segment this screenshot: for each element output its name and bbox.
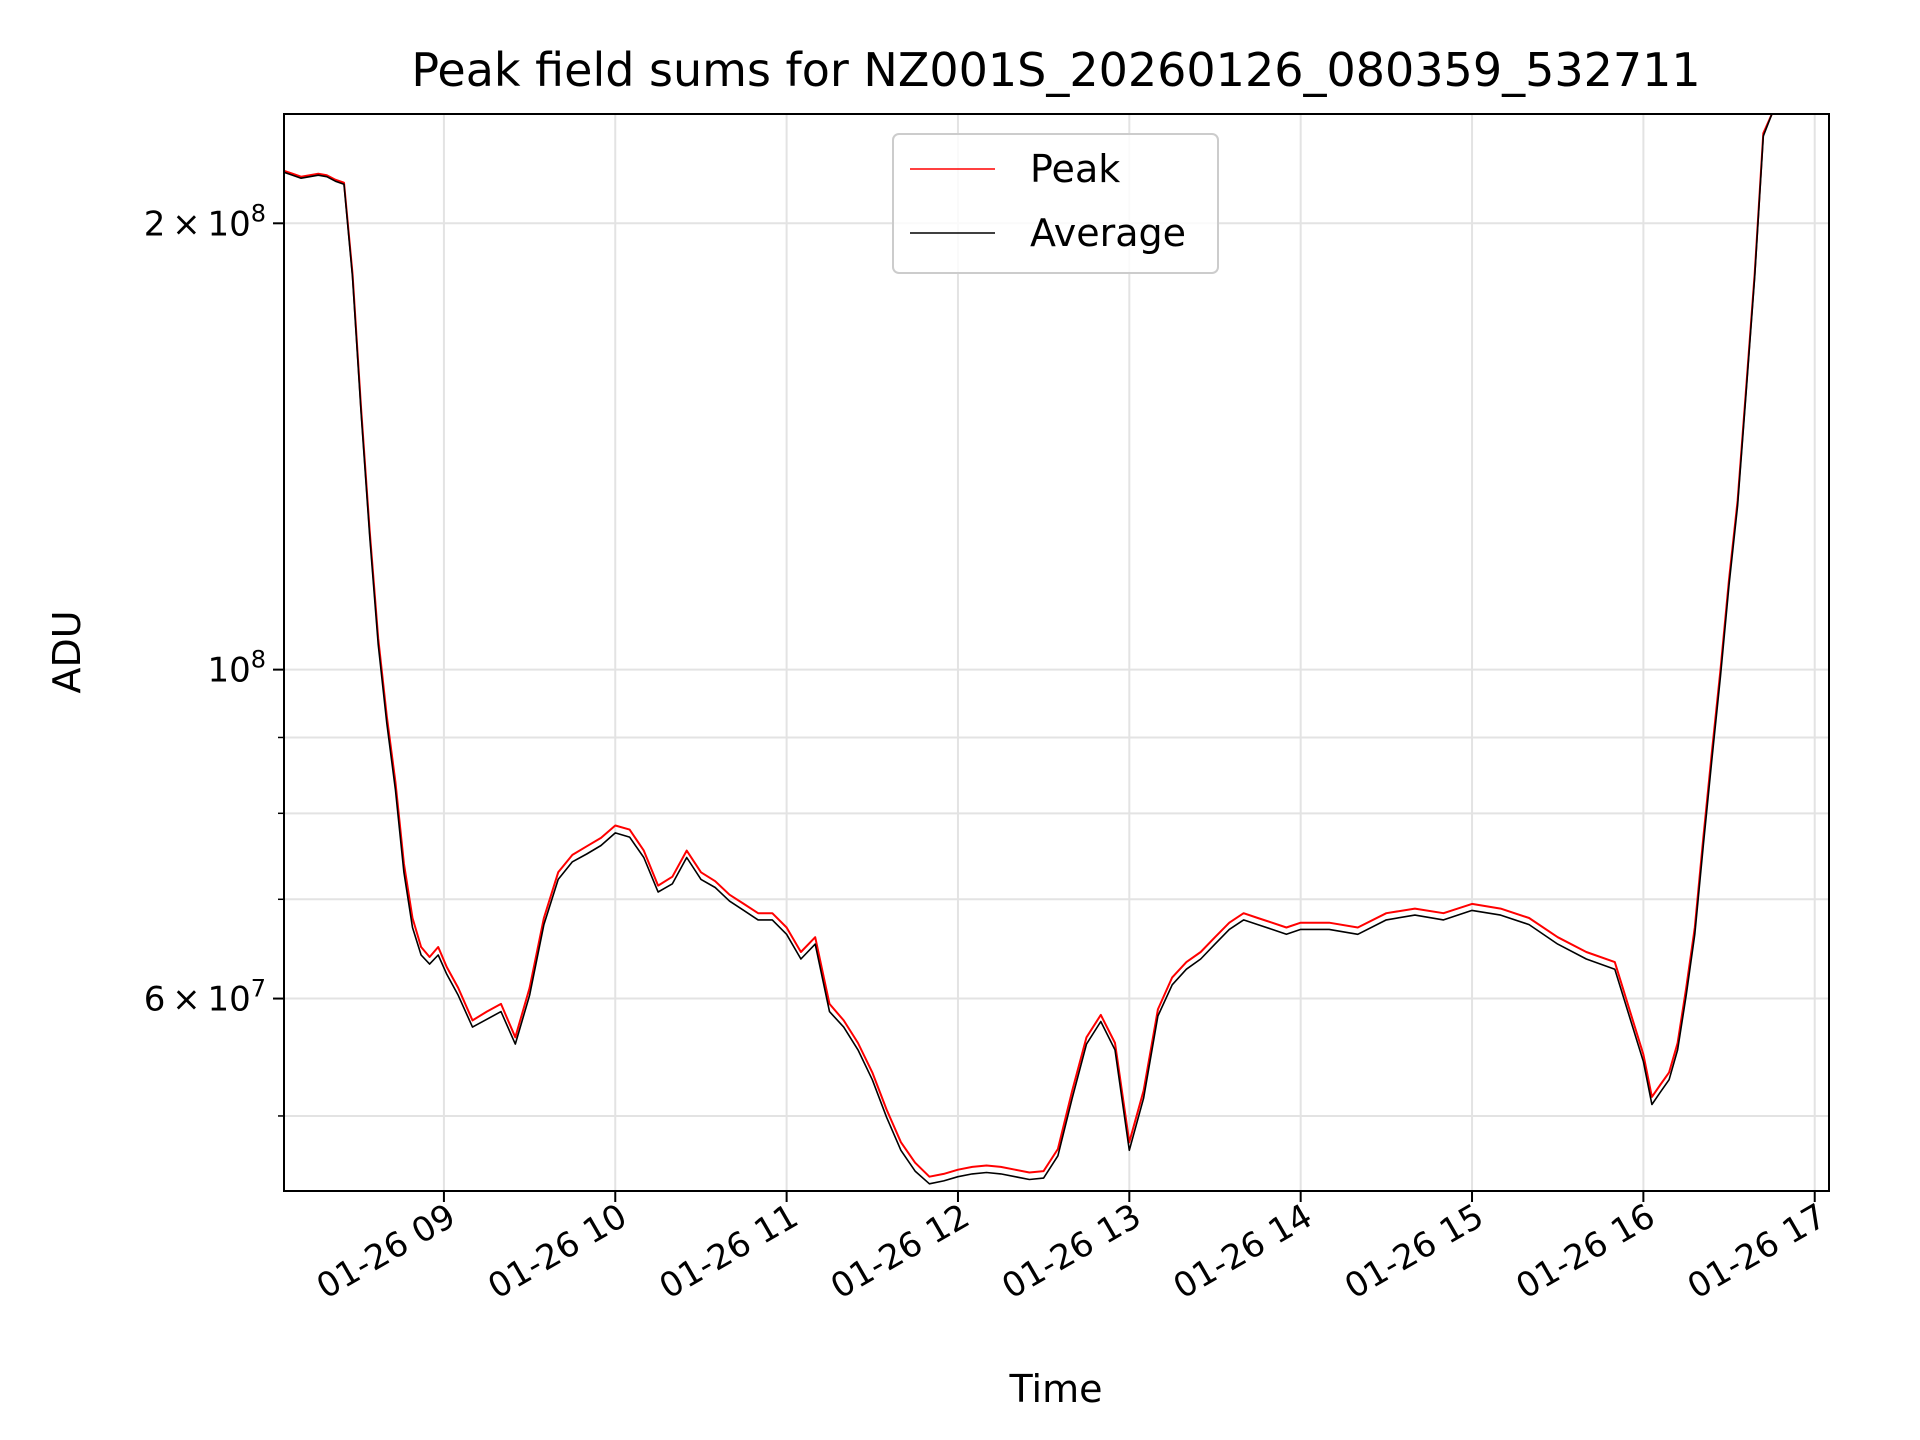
plot-area bbox=[284, 114, 1815, 1185]
x-axis-title: Time bbox=[1009, 1367, 1103, 1411]
plot-frame bbox=[283, 113, 1830, 1192]
y-tick-label: 2 × 108 bbox=[144, 199, 266, 244]
series-line-average bbox=[284, 114, 1815, 1185]
series-group bbox=[284, 114, 1815, 1185]
y-axis-title: ADU bbox=[45, 610, 89, 693]
series-line-peak bbox=[284, 114, 1815, 1178]
y-tick-label: 6 × 107 bbox=[144, 975, 266, 1020]
legend: Peak Average bbox=[892, 133, 1219, 274]
chart-title: Peak field sums for NZ001S_20260126_0803… bbox=[411, 43, 1700, 97]
legend-label-average: Average bbox=[1030, 211, 1186, 255]
legend-label-peak: Peak bbox=[1030, 147, 1120, 191]
